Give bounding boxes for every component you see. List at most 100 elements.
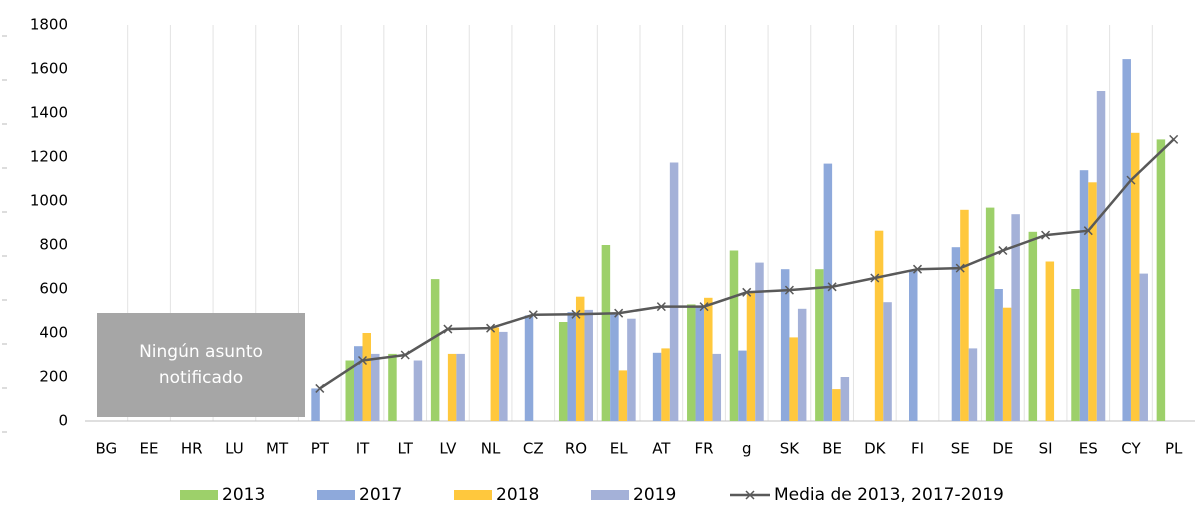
y-tick-label: 1600 (30, 60, 68, 78)
mean-marker (656, 302, 666, 312)
bar (994, 289, 1003, 421)
mean-marker (742, 287, 752, 297)
bar (909, 270, 918, 421)
bar (1139, 273, 1148, 421)
x-tick-label: FI (911, 440, 924, 458)
mean-marker (443, 324, 453, 334)
bar (687, 304, 696, 421)
bar (797, 308, 807, 421)
legend-swatch (180, 490, 218, 500)
mean-marker (870, 273, 880, 283)
x-tick-label: DK (864, 440, 887, 458)
x-tick-label: PT (311, 440, 330, 458)
bar (883, 302, 892, 421)
bar (738, 350, 747, 421)
mean-marker (699, 302, 709, 312)
bar (618, 370, 628, 421)
x-tick-label: CZ (523, 440, 544, 458)
x-tick-label: IT (356, 440, 370, 458)
mean-marker (614, 308, 624, 318)
legend-label: Media de 2013, 2017-2019 (774, 485, 1004, 505)
bar (1002, 307, 1012, 421)
legend-swatch (591, 490, 629, 500)
bar (558, 322, 568, 421)
bar (1045, 261, 1055, 421)
bar (729, 250, 739, 421)
legend-label: 2017 (359, 485, 402, 505)
bar (524, 315, 534, 421)
mean-marker (571, 309, 581, 319)
x-tick-label: HR (181, 440, 203, 458)
mean-marker (486, 323, 496, 333)
mean-marker (357, 355, 368, 366)
bar (1130, 132, 1140, 422)
legend-label: 2013 (222, 485, 265, 505)
bar (388, 353, 397, 421)
bar (755, 262, 764, 421)
x-tick-label: g (742, 440, 752, 458)
bar (815, 269, 824, 421)
mean-marker (827, 282, 837, 292)
mean-marker (1169, 134, 1179, 144)
bar (567, 312, 576, 421)
bar (413, 360, 423, 421)
legend-label: 2019 (633, 485, 676, 505)
legend-swatch (454, 490, 492, 500)
y-tick-label: 1200 (30, 148, 68, 166)
annotation: Ningún asunto notificado (97, 313, 305, 417)
y-tick-label: 600 (39, 280, 68, 298)
legend-swatch (317, 490, 355, 500)
x-tick-label: RO (565, 440, 587, 458)
y-tick-label: 0 (58, 412, 68, 430)
bar (695, 306, 705, 421)
bar (661, 348, 670, 421)
x-tick-label: MT (266, 440, 289, 458)
bar (823, 163, 833, 421)
mean-marker (912, 264, 923, 274)
bar (627, 318, 636, 421)
bar (447, 353, 457, 421)
bar (610, 313, 619, 421)
bar (704, 297, 713, 421)
bar (584, 309, 593, 421)
bar (1071, 289, 1080, 421)
mean-marker (528, 310, 538, 320)
bar (985, 207, 995, 421)
bar (1028, 231, 1038, 421)
x-tick-label: LT (397, 440, 413, 458)
bar (1011, 214, 1020, 421)
x-tick-label: ES (1079, 440, 1098, 458)
bar (371, 353, 380, 421)
mean-marker (1041, 230, 1051, 240)
bar (968, 348, 978, 421)
x-tick-label: BG (96, 440, 118, 458)
x-tick-label: EE (140, 440, 159, 458)
bar (1088, 182, 1097, 421)
x-tick-label: NL (481, 440, 501, 458)
bar (780, 269, 790, 421)
x-tick-label: AT (652, 440, 671, 458)
bar (601, 245, 611, 421)
mean-marker (784, 285, 794, 295)
bar (669, 162, 679, 421)
x-tick-label: SK (780, 440, 801, 458)
y-tick-label: 1000 (30, 192, 68, 210)
x-tick-label: SE (951, 440, 970, 458)
x-tick-label: PL (1165, 440, 1183, 458)
x-tick-label: FR (695, 440, 714, 458)
bar (362, 333, 371, 421)
x-tick-label: LV (439, 440, 457, 458)
bar (575, 296, 585, 421)
mean-marker (400, 350, 410, 360)
x-tick-label: EL (610, 440, 628, 458)
bar (499, 331, 508, 421)
bar (1156, 139, 1166, 421)
bar (1079, 170, 1089, 421)
bar (354, 346, 363, 421)
bar (960, 209, 969, 421)
bar (832, 389, 841, 421)
x-tick-label: CY (1121, 440, 1141, 458)
mean-marker (1126, 175, 1136, 185)
y-tick-label: 1800 (30, 16, 68, 34)
